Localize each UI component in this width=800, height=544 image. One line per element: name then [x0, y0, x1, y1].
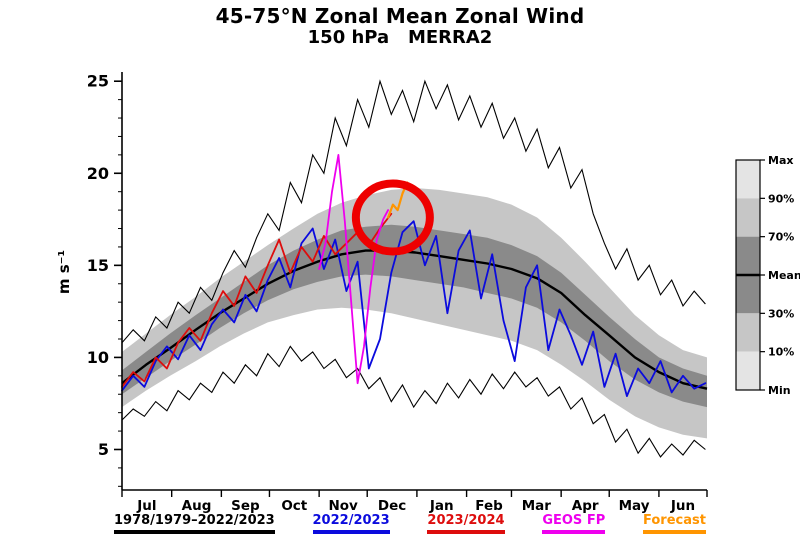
legend-color-bar-2022-2023	[312, 530, 390, 534]
key-label-max: Max	[768, 154, 793, 167]
x-tick-label-oct: Oct	[281, 498, 307, 514]
series-line-forecast	[387, 181, 409, 219]
legend-color-bar-forecast	[643, 530, 706, 534]
key-label-min: Min	[768, 384, 791, 397]
x-tick-label-jun: Jun	[670, 498, 695, 514]
key-label-10: 10%	[768, 346, 794, 359]
band-30-70	[122, 224, 707, 408]
chart-legend: 1978/1979–2022/2023 2022/2023 2023/2024 …	[114, 514, 706, 534]
key-segment-3	[736, 275, 760, 314]
y-tick-label-20: 20	[87, 164, 109, 183]
legend-label-climatology: 1978/1979–2022/2023	[114, 513, 275, 528]
key-label-70: 70%	[768, 231, 794, 244]
chart-subtitle: 150 hPa MERRA2	[307, 27, 493, 48]
x-tick-label-feb: Feb	[475, 498, 503, 514]
legend-color-bar-climatology	[114, 530, 275, 534]
legend-item-geos-fp: GEOS FP	[542, 513, 606, 534]
legend-color-bar-geos-fp	[542, 530, 606, 534]
legend-item-2023-2024: 2023/2024	[427, 513, 505, 534]
legend-color-bar-2023-2024	[427, 530, 505, 534]
x-tick-label-sep: Sep	[231, 498, 260, 514]
y-tick-label-25: 25	[87, 72, 109, 91]
highlight-circle	[351, 179, 434, 256]
key-segment-1	[736, 198, 760, 237]
legend-item-climatology: 1978/1979–2022/2023	[114, 514, 275, 534]
x-tick-label-may: May	[619, 498, 650, 514]
x-tick-label-dec: Dec	[378, 498, 406, 514]
y-tick-label-5: 5	[98, 440, 109, 459]
series-line-2022-2023	[121, 220, 707, 398]
legend-label-geos-fp: GEOS FP	[542, 513, 606, 528]
min-line	[121, 345, 706, 458]
x-tick-label-mar: Mar	[522, 498, 552, 514]
key-segment-4	[736, 313, 760, 352]
x-tick-label-jul: Jul	[136, 498, 156, 514]
legend-label-2023-2024: 2023/2024	[427, 513, 505, 528]
legend-label-forecast: Forecast	[643, 513, 706, 528]
key-label-90: 90%	[768, 192, 794, 205]
key-segment-5	[736, 351, 760, 390]
y-tick-label-15: 15	[87, 256, 109, 275]
key-label-mean: Mean	[768, 269, 800, 282]
x-tick-label-apr: Apr	[572, 498, 599, 514]
key-segment-0	[736, 160, 760, 199]
y-tick-label-10: 10	[87, 348, 109, 367]
key-label-30: 30%	[768, 307, 794, 320]
max-line	[121, 79, 706, 344]
series-line-geos-fp	[318, 153, 390, 385]
chart-title: 45-75°N Zonal Mean Zonal Wind	[215, 4, 585, 28]
legend-item-2022-2023: 2022/2023	[312, 513, 390, 534]
key-segment-2	[736, 236, 760, 275]
band-10-90	[122, 188, 707, 439]
x-tick-label-jan: Jan	[429, 498, 454, 514]
legend-label-2022-2023: 2022/2023	[312, 513, 390, 528]
legend-item-forecast: Forecast	[643, 514, 706, 534]
x-tick-label-nov: Nov	[328, 498, 358, 514]
x-tick-label-aug: Aug	[182, 498, 212, 514]
